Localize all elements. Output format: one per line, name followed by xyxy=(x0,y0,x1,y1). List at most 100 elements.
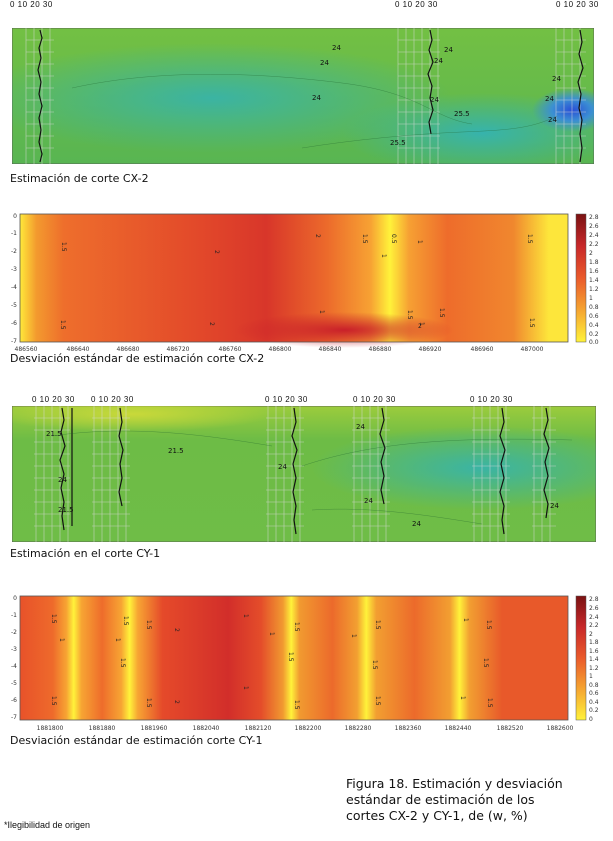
contour-label: 24 xyxy=(552,75,561,83)
depth-scale-label: 0 10 20 30 xyxy=(353,395,396,404)
y-tick: -7 xyxy=(11,338,17,345)
x-tick: 1882440 xyxy=(445,725,472,732)
colorbar-tick: 2.2 xyxy=(589,241,599,248)
y-tick: -4 xyxy=(11,663,17,670)
y-tick: -5 xyxy=(11,302,17,309)
contour-label: 1 xyxy=(114,638,121,642)
contour-label: 24 xyxy=(364,497,373,505)
contour-label: 1 xyxy=(242,686,249,690)
contour-label: 1 xyxy=(459,696,466,700)
contour-label: 24 xyxy=(320,59,329,67)
contour-label: 1.5 xyxy=(485,620,492,630)
figure-caption-line: cortes CX-2 y CY-1, de (w, %) xyxy=(346,808,528,823)
y-tick: -7 xyxy=(11,714,17,721)
colorbar xyxy=(575,595,587,721)
x-tick: 486560 xyxy=(15,346,38,353)
x-tick: 486920 xyxy=(419,346,442,353)
colorbar-tick: 0.4 xyxy=(589,322,599,329)
depth-scale-label: 0 10 20 30 xyxy=(470,395,513,404)
colorbar-tick: 0.6 xyxy=(589,690,599,697)
contour-label: 1.5 xyxy=(406,310,413,320)
x-tick: 1881960 xyxy=(141,725,168,732)
colorbar-tick: 2 xyxy=(589,250,593,257)
x-tick: 1881800 xyxy=(37,725,64,732)
figure-caption-line: Figura 18. Estimación y desviación xyxy=(346,776,563,791)
x-tick: 487000 xyxy=(521,346,544,353)
contour-label: 1 xyxy=(380,254,387,258)
contour-label: 1.5 xyxy=(59,320,66,330)
colorbar-tick: 2.6 xyxy=(589,223,599,230)
contour-label: 24 xyxy=(434,57,443,65)
contour-label: 1.5 xyxy=(374,620,381,630)
contour-label: 21.5 xyxy=(58,506,74,514)
contour-label: 1 xyxy=(268,632,275,636)
contour-label: 24 xyxy=(312,94,321,102)
y-tick: 0 xyxy=(13,595,17,602)
contour-label: 1 xyxy=(318,310,325,314)
figure-caption: Figura 18. Estimación y desviación están… xyxy=(346,776,563,824)
colorbar-tick: 0.6 xyxy=(589,313,599,320)
y-tick: -1 xyxy=(11,230,17,237)
x-tick: 486720 xyxy=(167,346,190,353)
contour-label: 1.5 xyxy=(528,318,535,328)
contour-label: 1 xyxy=(416,240,423,244)
contour-label: 24 xyxy=(332,44,341,52)
colorbar-tick: 1.4 xyxy=(589,277,599,284)
contour-label: 1 xyxy=(350,634,357,638)
contour-label: 21.5 xyxy=(168,447,184,455)
colorbar-tick: 2 xyxy=(589,631,593,638)
contour-label: 1.5 xyxy=(482,658,489,668)
x-tick: 486880 xyxy=(369,346,392,353)
colorbar-tick: 1.8 xyxy=(589,639,599,646)
x-tick: 486960 xyxy=(471,346,494,353)
x-tick: 486640 xyxy=(67,346,90,353)
cy1-estimation-plot: 21.5 21.5 21.5 24 24 24 24 24 24 xyxy=(12,406,596,542)
colorbar-tick: 1.8 xyxy=(589,259,599,266)
contour-label: 24 xyxy=(444,46,453,54)
x-tick: 486800 xyxy=(269,346,292,353)
colorbar-tick: 0 xyxy=(589,716,593,723)
contour-label: 1 xyxy=(462,618,469,622)
y-tick: 0 xyxy=(13,213,17,220)
x-tick: 1882200 xyxy=(295,725,322,732)
colorbar-tick: 1.2 xyxy=(589,286,599,293)
colorbar-tick: 2.8 xyxy=(589,214,599,221)
y-tick: -4 xyxy=(11,284,17,291)
colorbar xyxy=(575,213,587,343)
contour-label: 1 xyxy=(242,614,249,618)
colorbar-tick: 0.0 xyxy=(589,339,599,346)
y-tick: -3 xyxy=(11,266,17,273)
depth-scale-label: 0 10 20 30 xyxy=(10,0,53,9)
caption-cy1-deviation: Desviación estándar de estimación corte … xyxy=(10,734,263,747)
colorbar-tick: 2.2 xyxy=(589,622,599,629)
caption-cy1-estimation: Estimación en el corte CY-1 xyxy=(10,547,161,560)
contour-label: 24 xyxy=(278,463,287,471)
contour-label: 1.5 xyxy=(145,698,152,708)
colorbar-tick: 2.6 xyxy=(589,605,599,612)
contour-label: 2 xyxy=(418,323,422,330)
x-tick: 1882520 xyxy=(497,725,524,732)
contour-label: 1.5 xyxy=(287,652,294,662)
y-tick: -2 xyxy=(11,248,17,255)
colorbar-tick: 0.4 xyxy=(589,699,599,706)
y-tick: -2 xyxy=(11,629,17,636)
contour-label: 1.5 xyxy=(50,614,57,624)
x-tick: 1882120 xyxy=(245,725,272,732)
contour-label: 2 xyxy=(173,700,180,704)
cx2-estimation-plot: 24 24 24 24 24 24 25.5 25.5 24 24 24 xyxy=(12,28,594,164)
contour-label: 24 xyxy=(412,520,421,528)
colorbar-tick: 2.8 xyxy=(589,596,599,603)
y-tick: -6 xyxy=(11,320,17,327)
contour-label: 24 xyxy=(430,96,439,104)
contour-label: 1.5 xyxy=(122,616,129,626)
y-tick: -3 xyxy=(11,646,17,653)
contour-label: 24 xyxy=(545,95,554,103)
colorbar-tick: 1.6 xyxy=(589,268,599,275)
colorbar-tick: 1 xyxy=(589,673,593,680)
y-tick: -5 xyxy=(11,680,17,687)
depth-scale-label: 0 10 20 30 xyxy=(265,395,308,404)
colorbar-tick: 1.4 xyxy=(589,656,599,663)
contour-label: 25.5 xyxy=(390,139,406,147)
contour-label: 1.5 xyxy=(486,698,493,708)
colorbar-tick: 1.2 xyxy=(589,665,599,672)
